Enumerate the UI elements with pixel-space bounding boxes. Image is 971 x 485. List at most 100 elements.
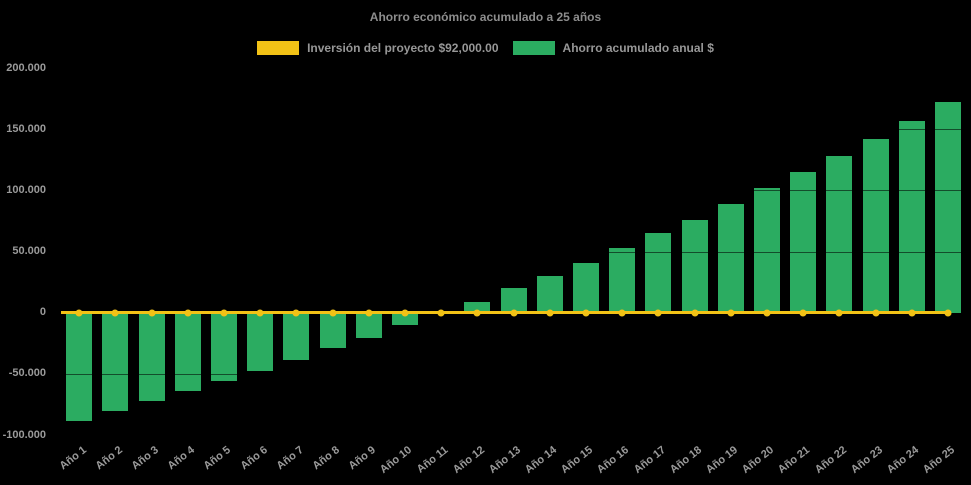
x-tick-label: Año 17: [631, 444, 668, 477]
chart-legend: Inversión del proyecto $92,000.00 Ahorro…: [0, 41, 971, 55]
x-tick-label: Año 24: [884, 444, 922, 477]
y-tick-label: 200.000: [6, 61, 46, 74]
bar-año-1: [66, 312, 93, 421]
gridline: [61, 190, 966, 192]
x-tick-label: Año 13: [486, 444, 523, 477]
x-tick-label: Año 19: [703, 444, 741, 477]
investment-point: [473, 309, 481, 317]
legend-label-savings: Ahorro acumulado anual $: [562, 41, 714, 55]
investment-point: [401, 309, 409, 317]
bar-año-12: [464, 301, 491, 313]
y-tick-label: 150.000: [6, 122, 46, 135]
x-tick-label: Año 11: [414, 444, 451, 476]
investment-line: [61, 311, 951, 315]
bar-año-13: [500, 287, 527, 313]
gridline: [61, 68, 966, 69]
gridline: [61, 129, 966, 131]
investment-point: [184, 309, 192, 317]
investment-point: [654, 309, 662, 317]
investment-point: [908, 309, 916, 317]
bar-año-21: [790, 171, 817, 313]
investment-point: [437, 309, 445, 317]
bar-año-23: [862, 138, 889, 313]
bar-año-14: [536, 275, 563, 313]
x-tick-label: Año 10: [377, 444, 415, 477]
y-tick-label: -50.000: [8, 367, 46, 380]
bar-año-3: [138, 312, 165, 402]
y-tick-label: -100.000: [2, 428, 46, 441]
investment-point: [763, 309, 771, 317]
bar-año-22: [826, 156, 853, 313]
investment-point: [582, 309, 590, 317]
legend-swatch-investment-icon: [257, 41, 300, 55]
bar-año-4: [174, 312, 201, 391]
investment-point: [546, 309, 554, 317]
legend-swatch-savings-icon: [512, 41, 555, 55]
bar-año-10: [391, 312, 418, 325]
legend-item-investment[interactable]: Inversión del proyecto $92,000.00: [257, 41, 499, 55]
x-tick-label: Año 20: [739, 444, 777, 477]
bar-año-7: [283, 312, 310, 360]
gridline: [61, 251, 966, 253]
plot-area: [61, 68, 966, 436]
bar-año-6: [247, 312, 274, 372]
x-tick-label: Año 7: [274, 444, 306, 473]
x-tick-label: Año 23: [848, 444, 885, 477]
bar-año-24: [898, 120, 925, 313]
x-tick-label: Año 8: [310, 444, 342, 473]
bar-año-18: [681, 220, 708, 313]
bar-año-8: [319, 312, 346, 349]
legend-item-savings[interactable]: Ahorro acumulado anual $: [512, 41, 714, 55]
chart-title: Ahorro económico acumulado a 25 años: [369, 10, 602, 24]
y-tick-label: 0: [39, 306, 46, 319]
x-tick-label: Año 25: [920, 444, 958, 477]
y-tick-label: 50.000: [12, 245, 46, 257]
bar-año-16: [609, 247, 636, 313]
bar-año-15: [572, 263, 599, 313]
x-tick-label: Año 9: [346, 444, 379, 473]
investment-point: [75, 309, 83, 317]
investment-point: [835, 309, 843, 317]
gridline: [61, 373, 966, 375]
investment-point: [365, 309, 373, 317]
x-tick-label: Año 15: [558, 444, 596, 477]
x-axis: Año 1 Año 2 Año 3 Año 4 Año 5 Año 6 Año 7 Año 8…: [57, 435, 966, 485]
x-tick-label: Año 1: [57, 444, 89, 473]
investment-point: [799, 309, 807, 317]
investment-point: [292, 309, 300, 317]
investment-point: [510, 309, 517, 317]
investment-point: [148, 309, 155, 317]
investment-point: [872, 309, 879, 317]
x-tick-label: Año 22: [812, 444, 849, 477]
bar-año-20: [753, 188, 780, 313]
investment-point: [618, 309, 626, 317]
investment-point: [111, 309, 119, 317]
bar-año-25: [934, 102, 961, 313]
x-tick-label: Año 3: [129, 444, 161, 473]
investment-point: [220, 309, 228, 317]
x-tick-label: Año 16: [595, 444, 632, 477]
investment-point: [691, 309, 698, 317]
x-tick-label: Año 2: [93, 444, 125, 473]
gridline: [61, 435, 966, 436]
bar-año-19: [717, 203, 744, 313]
investment-point: [727, 309, 735, 317]
investment-point: [944, 309, 952, 317]
x-tick-label: Año 5: [201, 444, 234, 473]
x-tick-label: Año 4: [165, 444, 198, 473]
bar-año-5: [210, 312, 237, 381]
legend-label-investment: Inversión del proyecto $92,000.00: [307, 41, 499, 55]
y-axis: 200.000 150.000 100.000 50.000 0 -50.000 -100.…: [0, 62, 50, 441]
x-tick-label: Año 14: [522, 444, 560, 477]
y-tick-label: 100.000: [6, 183, 46, 196]
x-tick-label: Año 6: [238, 444, 270, 473]
bar-año-2: [102, 312, 129, 411]
x-tick-label: Año 18: [667, 444, 704, 477]
x-tick-label: Año 21: [776, 444, 813, 477]
investment-point: [256, 309, 264, 317]
investment-point: [329, 309, 336, 317]
bar-año-9: [355, 312, 382, 339]
x-tick-label: Año 12: [450, 444, 487, 477]
bar-año-17: [645, 233, 672, 313]
